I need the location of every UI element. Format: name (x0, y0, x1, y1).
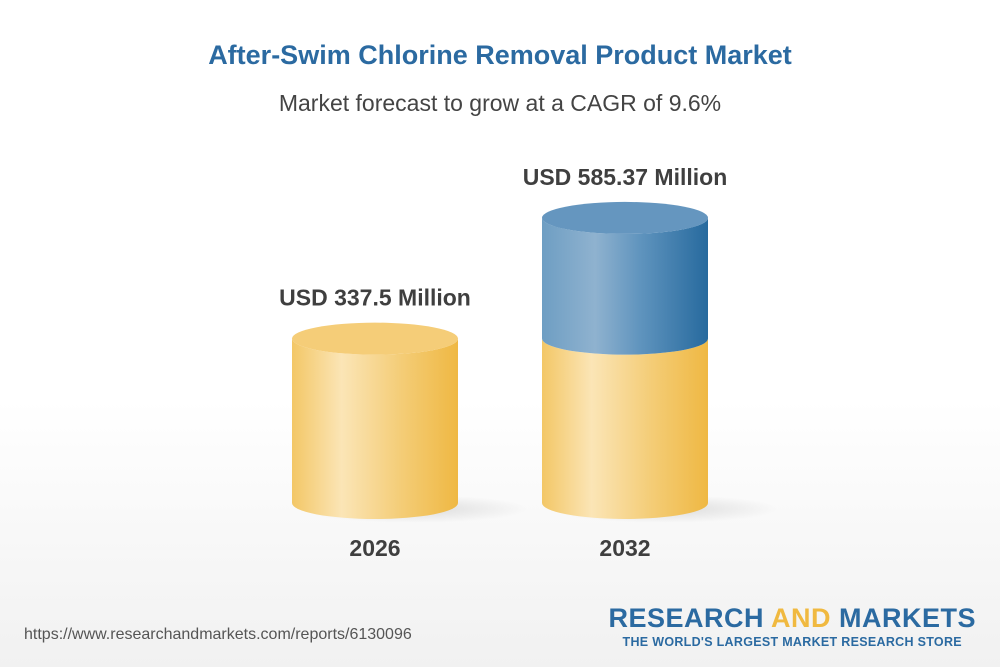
logo-text-and: AND (771, 603, 831, 633)
logo-text: MARKETS (831, 603, 976, 633)
cylinder-top-2026 (292, 322, 458, 355)
cylinder-top-2032 (542, 201, 708, 234)
chart-title: After-Swim Chlorine Removal Product Mark… (208, 40, 792, 70)
x-tick-label: 2026 (349, 535, 400, 561)
cylinder-base-2026 (292, 338, 458, 519)
cylinder-growth-2032 (542, 217, 708, 355)
chart-subtitle: Market forecast to grow at a CAGR of 9.6… (278, 90, 722, 116)
logo-text: RESEARCH (608, 603, 771, 633)
source-url[interactable]: https://www.researchandmarkets.com/repor… (24, 626, 412, 643)
x-tick-label: 2032 (599, 535, 650, 561)
research-and-markets-logo: RESEARCH AND MARKETS THE WORLD'S LARGEST… (608, 603, 976, 649)
logo-tagline: THE WORLD'S LARGEST MARKET RESEARCH STOR… (622, 635, 962, 649)
data-label: USD 337.5 Million (279, 285, 471, 311)
data-label: USD 585.37 Million (523, 164, 728, 190)
cylinder-base-2032 (542, 338, 708, 519)
